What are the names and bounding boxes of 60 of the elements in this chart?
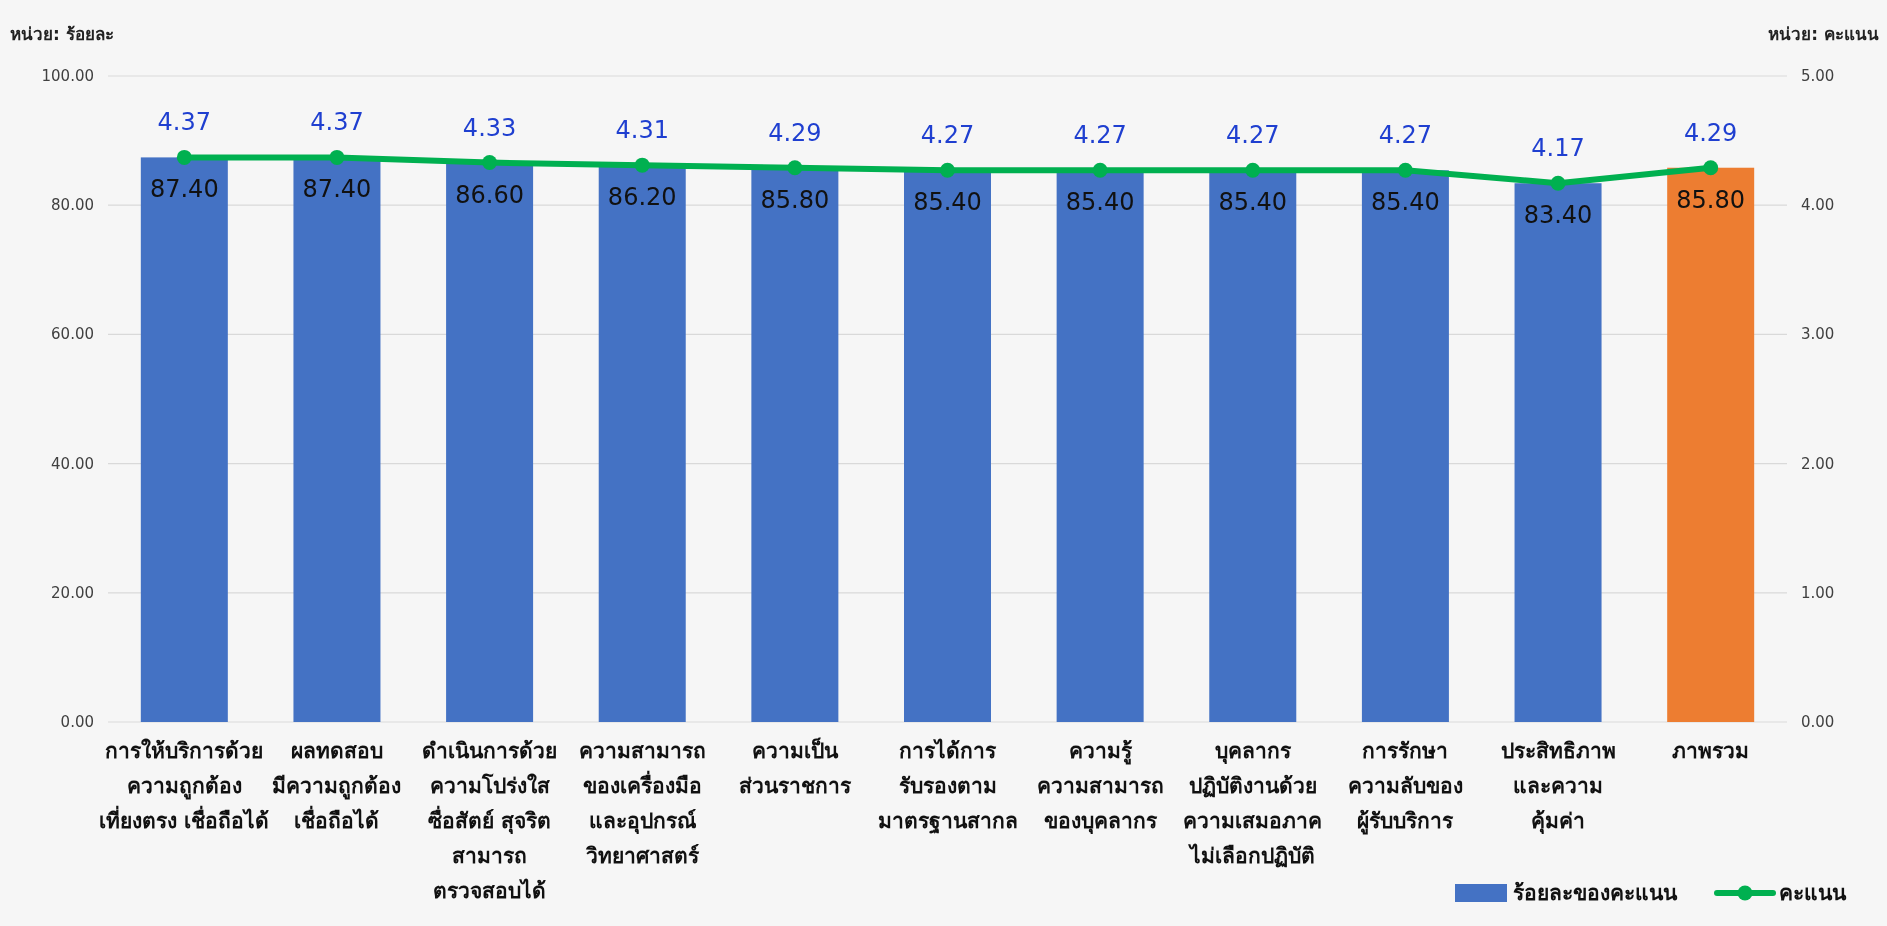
y-tick-label: 60.00 bbox=[51, 325, 94, 344]
data-label: 4.29 bbox=[768, 118, 822, 147]
y2-axis-title: หน่วย: คะแนน bbox=[1768, 24, 1879, 44]
x-tick-label: ผลทดสอบ มีความถูกต้อง เชื่อถือได้ bbox=[272, 739, 402, 833]
y2-tick-label: 1.00 bbox=[1801, 583, 1835, 602]
data-label: 85.40 bbox=[1371, 188, 1440, 217]
x-tick-label: ประสิทธิภาพ และความ คุ้มค่า bbox=[1500, 739, 1616, 835]
data-label: 85.40 bbox=[913, 188, 982, 217]
point bbox=[1245, 162, 1261, 178]
data-label: 4.27 bbox=[920, 121, 975, 150]
x-tick-label: การรักษา ความลับของ ผู้รับบริการ bbox=[1347, 739, 1463, 835]
data-label: 86.20 bbox=[607, 183, 677, 212]
y2-tick-label: 0.00 bbox=[1801, 713, 1835, 731]
x-tick-label: บุคลากร ปฏิบัติงานด้วย ความเสมอภาค ไม่เลือกปฏิบัติ bbox=[1183, 739, 1323, 868]
point bbox=[176, 149, 192, 165]
point bbox=[1703, 160, 1719, 176]
data-label: 4.17 bbox=[1531, 134, 1585, 163]
y2-tick-label: 2.00 bbox=[1801, 454, 1835, 473]
x-tick-label: ดำเนินการด้วย ความโปร่งใส ซื่อสัตย์ สุจริต สามารถ ตรวจสอบได้ bbox=[422, 739, 558, 903]
data-label: 87.40 bbox=[149, 175, 219, 204]
x-tick-label: การให้บริการด้วย ความถูกต้อง เที่ยงตรง เชื่อถือได้ bbox=[99, 738, 270, 833]
point bbox=[940, 162, 955, 178]
point bbox=[1550, 175, 1566, 191]
y2-tick-label: 4.00 bbox=[1801, 196, 1835, 215]
data-label: 83.40 bbox=[1523, 201, 1593, 230]
data-label: 4.37 bbox=[310, 108, 364, 137]
x-tick-label: ภาพรวม bbox=[1672, 739, 1750, 763]
y-tick-label: 20.00 bbox=[51, 583, 94, 602]
data-label: 85.40 bbox=[1065, 188, 1135, 217]
data-label: 4.33 bbox=[462, 113, 517, 142]
x-tick-label: ความสามารถ ของเครื่องมือ และอุปกรณ์ วิทยาศาสตร์ bbox=[578, 739, 706, 868]
y2-tick-label: 5.00 bbox=[1801, 67, 1835, 85]
data-label: 4.27 bbox=[1073, 121, 1127, 150]
data-label: 85.80 bbox=[760, 185, 830, 214]
x-tick-label: การได้การ รับรองตาม มาตรฐานสากล bbox=[877, 738, 1018, 835]
point bbox=[329, 149, 345, 165]
point bbox=[482, 155, 498, 171]
y-tick-label: 80.00 bbox=[51, 196, 94, 215]
data-label: 86.60 bbox=[455, 180, 524, 209]
data-label: 4.29 bbox=[1683, 118, 1738, 147]
data-label: 4.27 bbox=[1226, 121, 1280, 150]
legend-label: ร้อยละของคะแนน bbox=[1513, 881, 1678, 905]
y-tick-label: 0.00 bbox=[60, 713, 94, 731]
y-axis-title: หน่วย: ร้อยละ bbox=[10, 24, 114, 44]
x-tick-label: ความรู้ ความสามารถ ของบุคลากร bbox=[1036, 739, 1164, 835]
x-tick-label: ความเป็น ส่วนราชการ bbox=[738, 737, 852, 798]
data-label: 4.37 bbox=[157, 108, 212, 137]
y2-tick-label: 3.00 bbox=[1801, 325, 1835, 344]
data-label: 4.27 bbox=[1378, 121, 1433, 150]
point bbox=[1397, 162, 1413, 178]
y-tick-label: 100.00 bbox=[41, 67, 94, 85]
point bbox=[634, 157, 650, 173]
data-label: 4.31 bbox=[615, 116, 669, 145]
legend-label: คะแนน bbox=[1779, 881, 1847, 905]
data-label: 85.80 bbox=[1676, 185, 1746, 214]
y-tick-label: 40.00 bbox=[51, 454, 94, 473]
data-label: 87.40 bbox=[302, 175, 372, 204]
data-label: 85.40 bbox=[1218, 188, 1288, 217]
point bbox=[787, 160, 803, 176]
point bbox=[1092, 162, 1108, 178]
